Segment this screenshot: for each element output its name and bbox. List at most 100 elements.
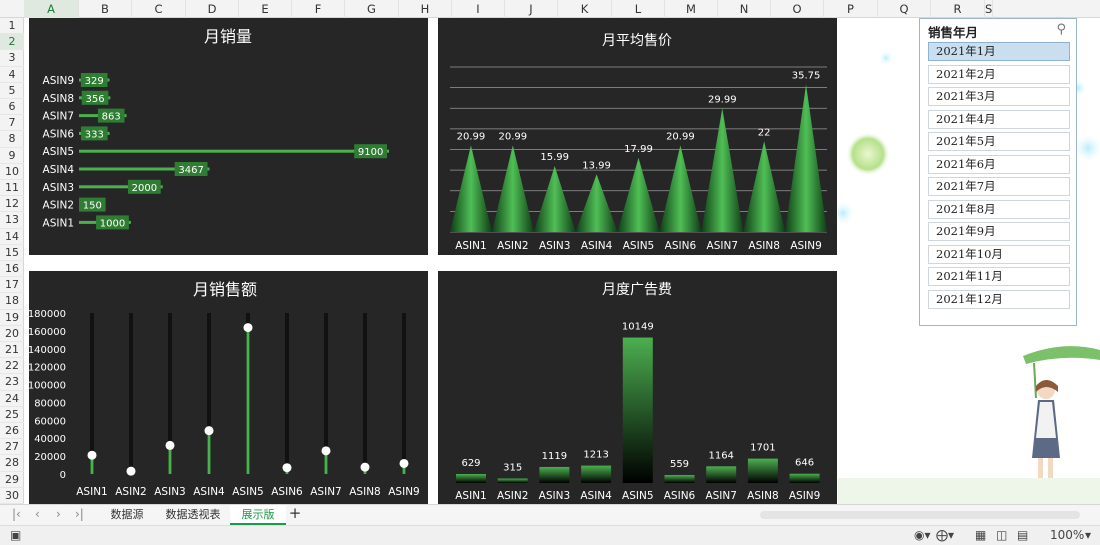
horizontal-scrollbar[interactable] [760,511,1080,519]
column-header-a[interactable]: A [24,0,79,18]
next-sheet-icon[interactable]: › [56,507,61,521]
slicer-item[interactable]: 2021年5月 [928,132,1070,151]
row-header-4[interactable]: 4 [0,67,24,83]
column-header-h[interactable]: H [399,0,452,18]
row-header-20[interactable]: 20 [0,326,24,342]
row-header-11[interactable]: 11 [0,180,24,197]
column-header-q[interactable]: Q [878,0,931,18]
column-header-f[interactable]: F [292,0,345,18]
macro-record-icon[interactable]: ▣ [10,528,22,542]
row-header-2[interactable]: 2 [0,34,24,51]
avg-price-chart[interactable]: 月平均售价 20.99 ASIN1 20.99 ASIN2 15.99 ASIN3 13.9… [438,18,837,255]
slicer-item[interactable]: 2021年7月 [928,177,1070,196]
y-tick-label: 20000 [34,452,66,463]
slicer-item[interactable]: 2021年6月 [928,154,1070,174]
column-header-b[interactable]: B [79,0,132,18]
data-label-bg [97,108,125,123]
slicer-item[interactable]: 2021年3月 [928,87,1070,106]
column-header-c[interactable]: C [132,0,186,18]
row-header-28[interactable]: 28 [0,455,24,472]
slicer-item[interactable]: 2021年1月 [928,42,1070,61]
page-break-view-icon[interactable]: ▤ [1017,528,1029,542]
data-label: 559 [670,459,689,470]
row-header-19[interactable]: 19 [0,310,24,326]
slicer-item[interactable]: 2021年8月 [928,199,1070,219]
bar [659,145,702,232]
month-slicer[interactable]: 销售年月 ⚲ 2021年1月 2021年2月 2021年3月 2021年4月 2021年… [919,18,1077,326]
y-tick-label: 0 [60,470,66,481]
slicer-item[interactable]: 2021年11月 [928,267,1070,286]
column-header-e[interactable]: E [239,0,292,18]
column-header-j[interactable]: J [505,0,558,18]
point [282,463,292,473]
slicer-item[interactable]: 2021年2月 [928,64,1070,84]
column-header-i[interactable]: I [452,0,505,18]
tab-dashboard[interactable]: 展示版 [230,505,286,525]
row-header-7[interactable]: 7 [0,115,24,132]
row-header-17[interactable]: 17 [0,277,24,294]
tab-pivot-table[interactable]: 数据透视表 [165,508,221,521]
column-header-p[interactable]: P [824,0,878,18]
bar [491,145,534,232]
row-header-21[interactable]: 21 [0,342,24,359]
row-header-23[interactable]: 23 [0,374,24,391]
column-header-m[interactable]: M [665,0,718,18]
row-header-30[interactable]: 30 [0,488,24,504]
cross-view-icon[interactable]: ⨁▾ [936,528,955,542]
normal-view-icon[interactable]: ▦ [975,528,987,542]
slicer-item[interactable]: 2021年12月 [928,289,1070,309]
slicer-item[interactable]: 2021年9月 [928,222,1070,241]
row-header-15[interactable]: 15 [0,245,24,261]
monthly-volume-chart[interactable]: 月销量 ASIN9 329 ASIN8 356 ASIN7 863 ASIN6 333 ASIN… [29,18,428,255]
category-label: ASIN9 [388,486,419,498]
row-header-12[interactable]: 12 [0,196,24,213]
data-label-bg [127,179,161,194]
data-label: 35.75 [792,71,821,82]
prev-sheet-icon[interactable]: ‹ [35,507,40,521]
column-header-k[interactable]: K [558,0,612,18]
row-header-29[interactable]: 29 [0,472,24,488]
row-header-bar: 1 2 3 4 5 6 7 8 9 10 11 12 13 14 15 16 17 18 19 20 21 22 23 24 2… [0,18,24,504]
row-header-18[interactable]: 18 [0,293,24,310]
column-header-o[interactable]: O [771,0,824,18]
row-header-5[interactable]: 5 [0,83,24,99]
eye-protect-icon[interactable]: ◉▾ [914,528,931,542]
slicer-item[interactable]: 2021年10月 [928,244,1070,264]
add-sheet-button[interactable]: + [288,504,302,522]
row-header-9[interactable]: 9 [0,148,24,164]
monthly-revenue-chart[interactable]: 月销售额 0 20000 40000 60000 80000 100000 120000 14… [29,271,428,504]
row-header-6[interactable]: 6 [0,99,24,116]
row-header-3[interactable]: 3 [0,50,24,67]
last-sheet-icon[interactable]: ›| [75,507,84,521]
row-header-25[interactable]: 25 [0,407,24,423]
column-header-n[interactable]: N [718,0,771,18]
row-header-22[interactable]: 22 [0,358,24,375]
zoom-level[interactable]: 100% [1050,528,1085,542]
bar [785,84,828,232]
first-sheet-icon[interactable]: |‹ [12,507,21,521]
bar [664,474,695,483]
row-header-16[interactable]: 16 [0,261,24,278]
row-header-24[interactable]: 24 [0,391,24,407]
data-label: 646 [795,458,814,469]
clear-filter-icon[interactable]: ⚲ [1056,22,1066,37]
chart-title: 月销售额 [193,280,257,299]
row-header-13[interactable]: 13 [0,212,24,229]
row-header-1[interactable]: 1 [0,18,24,35]
tab-data-source[interactable]: 数据源 [110,508,144,521]
column-header-d[interactable]: D [186,0,239,18]
row-header-26[interactable]: 26 [0,423,24,440]
zoom-dropdown-icon[interactable]: ▾ [1085,528,1092,542]
slicer-item[interactable]: 2021年4月 [928,109,1070,129]
row-header-8[interactable]: 8 [0,131,24,148]
ad-spend-chart[interactable]: 月度广告费 629 ASIN1 315 ASIN2 1119 ASIN3 1213 ASIN4… [438,271,837,504]
column-header-l[interactable]: L [612,0,665,18]
page-layout-view-icon[interactable]: ◫ [996,528,1008,542]
column-header-r[interactable]: R [931,0,985,18]
row-header-14[interactable]: 14 [0,229,24,245]
column-header-g[interactable]: G [345,0,399,18]
row-header-27[interactable]: 27 [0,439,24,456]
row-header-10[interactable]: 10 [0,164,24,180]
category-label: ASIN2 [497,490,528,502]
column-header-s[interactable]: S [985,0,994,18]
